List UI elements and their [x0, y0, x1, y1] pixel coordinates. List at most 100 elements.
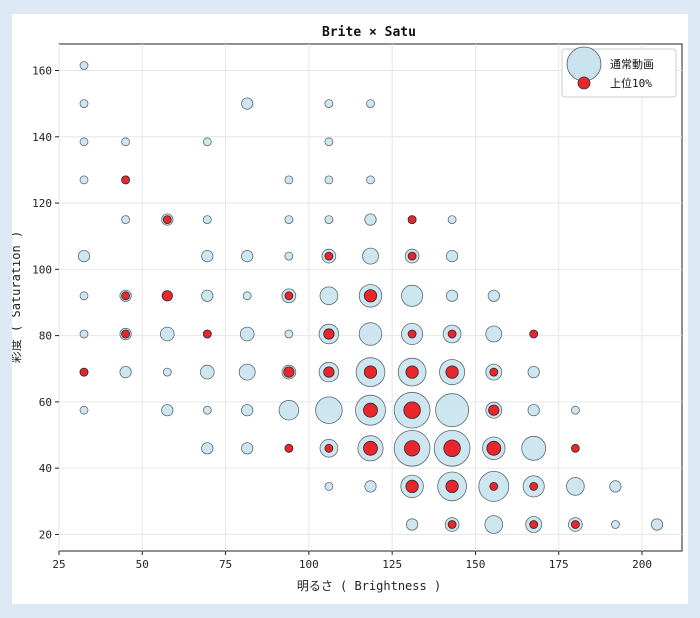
scatter-point-normal — [161, 404, 174, 417]
legend-label-normal: 通常動画 — [610, 57, 654, 71]
scatter-point-normal — [79, 175, 89, 185]
scatter-point-normal — [435, 393, 470, 428]
scatter-point-normal — [241, 250, 254, 263]
scatter-point-normal — [238, 363, 256, 381]
scatter-point-top10 — [489, 481, 499, 491]
scatter-point-top10 — [161, 290, 173, 302]
chart-card: Brite × Satu 25 50 75 100 125 150 175 200 20 40 60… — [12, 14, 688, 604]
scatter-point-top10 — [202, 329, 212, 339]
y-tick-label: 140 — [32, 131, 52, 144]
scatter-point-normal — [324, 137, 334, 147]
scatter-point-normal — [521, 435, 547, 461]
scatter-point-top10 — [324, 443, 334, 453]
y-tick-label: 20 — [39, 528, 52, 541]
scatter-point-normal — [201, 289, 214, 302]
scatter-point-normal — [121, 215, 130, 225]
scatter-point-normal — [324, 481, 334, 491]
scatter-point-normal — [566, 477, 585, 496]
scatter-point-top10 — [283, 366, 295, 378]
scatter-point-normal — [79, 291, 89, 301]
scatter-point-normal — [484, 515, 504, 534]
legend: 通常動画 上位10% — [561, 46, 677, 98]
scatter-point-normal — [611, 520, 620, 529]
scatter-point-top10 — [407, 215, 417, 225]
scatter-point-top10 — [489, 367, 499, 377]
y-tick-label: 80 — [39, 330, 52, 343]
y-axis-label: 彩度 ( Saturation ) — [12, 231, 23, 363]
legend-marker-normal — [566, 46, 602, 82]
scatter-point-normal — [79, 61, 89, 70]
scatter-point-normal — [202, 137, 212, 147]
scatter-point-top10 — [323, 366, 335, 378]
scatter-point-top10 — [571, 443, 580, 453]
scatter-point-top10 — [486, 440, 502, 456]
x-tick-label: 175 — [549, 558, 569, 571]
scatter-point-normal — [119, 365, 132, 379]
scatter-point-normal — [241, 442, 254, 455]
scatter-point-top10 — [363, 289, 378, 303]
scatter-point-normal — [447, 215, 457, 225]
scatter-point-normal — [485, 325, 503, 343]
legend-label-top10: 上位10% — [610, 76, 652, 90]
scatter-point-normal — [366, 175, 375, 185]
x-axis-label: 明るさ ( Brightness ) — [297, 579, 441, 593]
scatter-point-normal — [202, 405, 212, 415]
scatter-point-normal — [79, 137, 89, 147]
scatter-point-top10 — [405, 479, 419, 493]
scatter-point-top10 — [121, 175, 130, 185]
scatter-point-normal — [79, 99, 89, 108]
scatter-point-top10 — [363, 440, 378, 456]
scatter-point-top10 — [447, 520, 457, 529]
y-tick-label: 60 — [39, 396, 52, 409]
scatter-point-normal — [366, 99, 375, 108]
scatter-point-normal — [278, 400, 300, 421]
scatter-point-normal — [324, 99, 334, 108]
x-tick-label: 75 — [219, 558, 232, 571]
scatter-point-top10 — [407, 329, 417, 339]
tick-layer: 25 50 75 100 125 150 175 200 20 40 60 80 100 120 140 16… — [32, 65, 652, 571]
x-tick-label: 25 — [52, 558, 65, 571]
scatter-point-normal — [527, 365, 540, 379]
scatter-point-normal — [319, 286, 339, 306]
scatter-point-normal — [324, 215, 334, 225]
scatter-point-top10 — [284, 443, 294, 453]
scatter-point-normal — [364, 213, 377, 226]
x-tick-label: 125 — [382, 558, 402, 571]
scatter-point-top10 — [445, 479, 459, 493]
legend-marker-top10 — [577, 76, 591, 90]
scatter-point-normal — [571, 405, 580, 415]
x-tick-label: 50 — [136, 558, 149, 571]
x-tick-label: 200 — [632, 558, 652, 571]
chart-title: Brite × Satu — [322, 25, 416, 40]
scatter-point-normal — [121, 137, 130, 147]
scatter-point-normal — [445, 289, 459, 302]
scatter-point-top10 — [79, 367, 89, 377]
scatter-point-top10 — [323, 328, 335, 340]
scatter-point-normal — [77, 250, 91, 263]
scatter-point-top10 — [403, 440, 421, 457]
scatter-point-normal — [527, 404, 540, 417]
scatter-point-normal — [162, 367, 172, 377]
scatter-point-normal — [79, 329, 89, 339]
scatter-point-top10 — [488, 404, 500, 416]
x-tick-label: 100 — [299, 558, 319, 571]
scatter-chart: Brite × Satu 25 50 75 100 125 150 175 200 20 40 60… — [12, 25, 683, 593]
scatter-point-normal — [202, 215, 212, 225]
scatter-point-normal — [201, 250, 214, 263]
scatter-point-top10 — [405, 365, 419, 379]
scatter-point-normal — [242, 291, 252, 301]
scatter-point-normal — [160, 326, 175, 342]
y-tick-label: 100 — [32, 263, 52, 276]
scatter-point-top10 — [571, 520, 580, 529]
scatter-point-normal — [241, 97, 254, 110]
scatter-point-normal — [445, 250, 459, 263]
scatter-point-normal — [324, 175, 334, 185]
scatter-point-top10 — [445, 365, 459, 379]
y-tick-label: 160 — [32, 65, 52, 78]
scatter-point-normal — [79, 405, 89, 415]
scatter-point-top10 — [162, 215, 172, 225]
y-tick-label: 120 — [32, 197, 52, 210]
scatter-point-normal — [284, 175, 294, 185]
scatter-point-top10 — [363, 402, 378, 418]
scatter-point-top10 — [407, 251, 417, 261]
